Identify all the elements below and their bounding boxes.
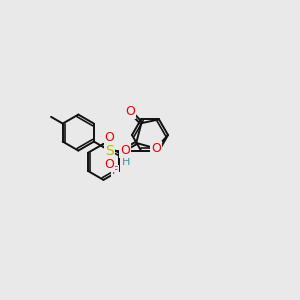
Text: O: O [105,158,114,171]
Text: S: S [105,144,114,158]
Text: O: O [105,130,114,144]
Text: F: F [112,166,119,176]
Text: O: O [151,142,161,155]
Text: O: O [120,144,130,157]
Text: O: O [125,105,135,118]
Text: H: H [122,157,130,167]
